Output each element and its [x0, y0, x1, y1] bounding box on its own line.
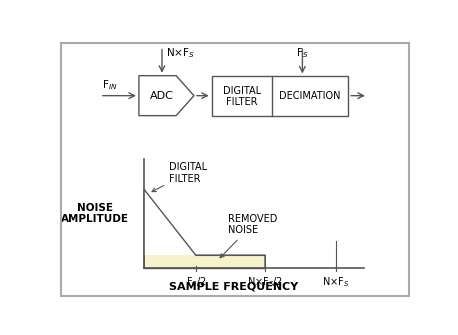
Text: DIGITAL
FILTER: DIGITAL FILTER — [223, 85, 261, 107]
Text: SAMPLE FREQUENCY: SAMPLE FREQUENCY — [169, 282, 299, 292]
Text: F$_{S}$: F$_{S}$ — [296, 47, 309, 60]
Text: NOISE
AMPLITUDE: NOISE AMPLITUDE — [60, 203, 129, 224]
Text: N×F$_{S}$: N×F$_{S}$ — [165, 47, 194, 60]
Text: N×F$_{S}$/2: N×F$_{S}$/2 — [247, 275, 283, 289]
Polygon shape — [144, 190, 265, 268]
Text: DIGITAL
FILTER: DIGITAL FILTER — [152, 162, 207, 192]
Text: N×F$_{S}$: N×F$_{S}$ — [322, 275, 349, 289]
Text: F$_{S}$/2: F$_{S}$/2 — [185, 275, 206, 289]
Text: ADC: ADC — [150, 91, 174, 100]
Polygon shape — [139, 76, 194, 116]
Text: F$_{IN}$: F$_{IN}$ — [102, 78, 117, 92]
Bar — [144, 190, 196, 255]
Text: DECIMATION: DECIMATION — [279, 91, 341, 101]
Bar — [212, 76, 348, 116]
Text: REMOVED
NOISE: REMOVED NOISE — [220, 214, 277, 258]
